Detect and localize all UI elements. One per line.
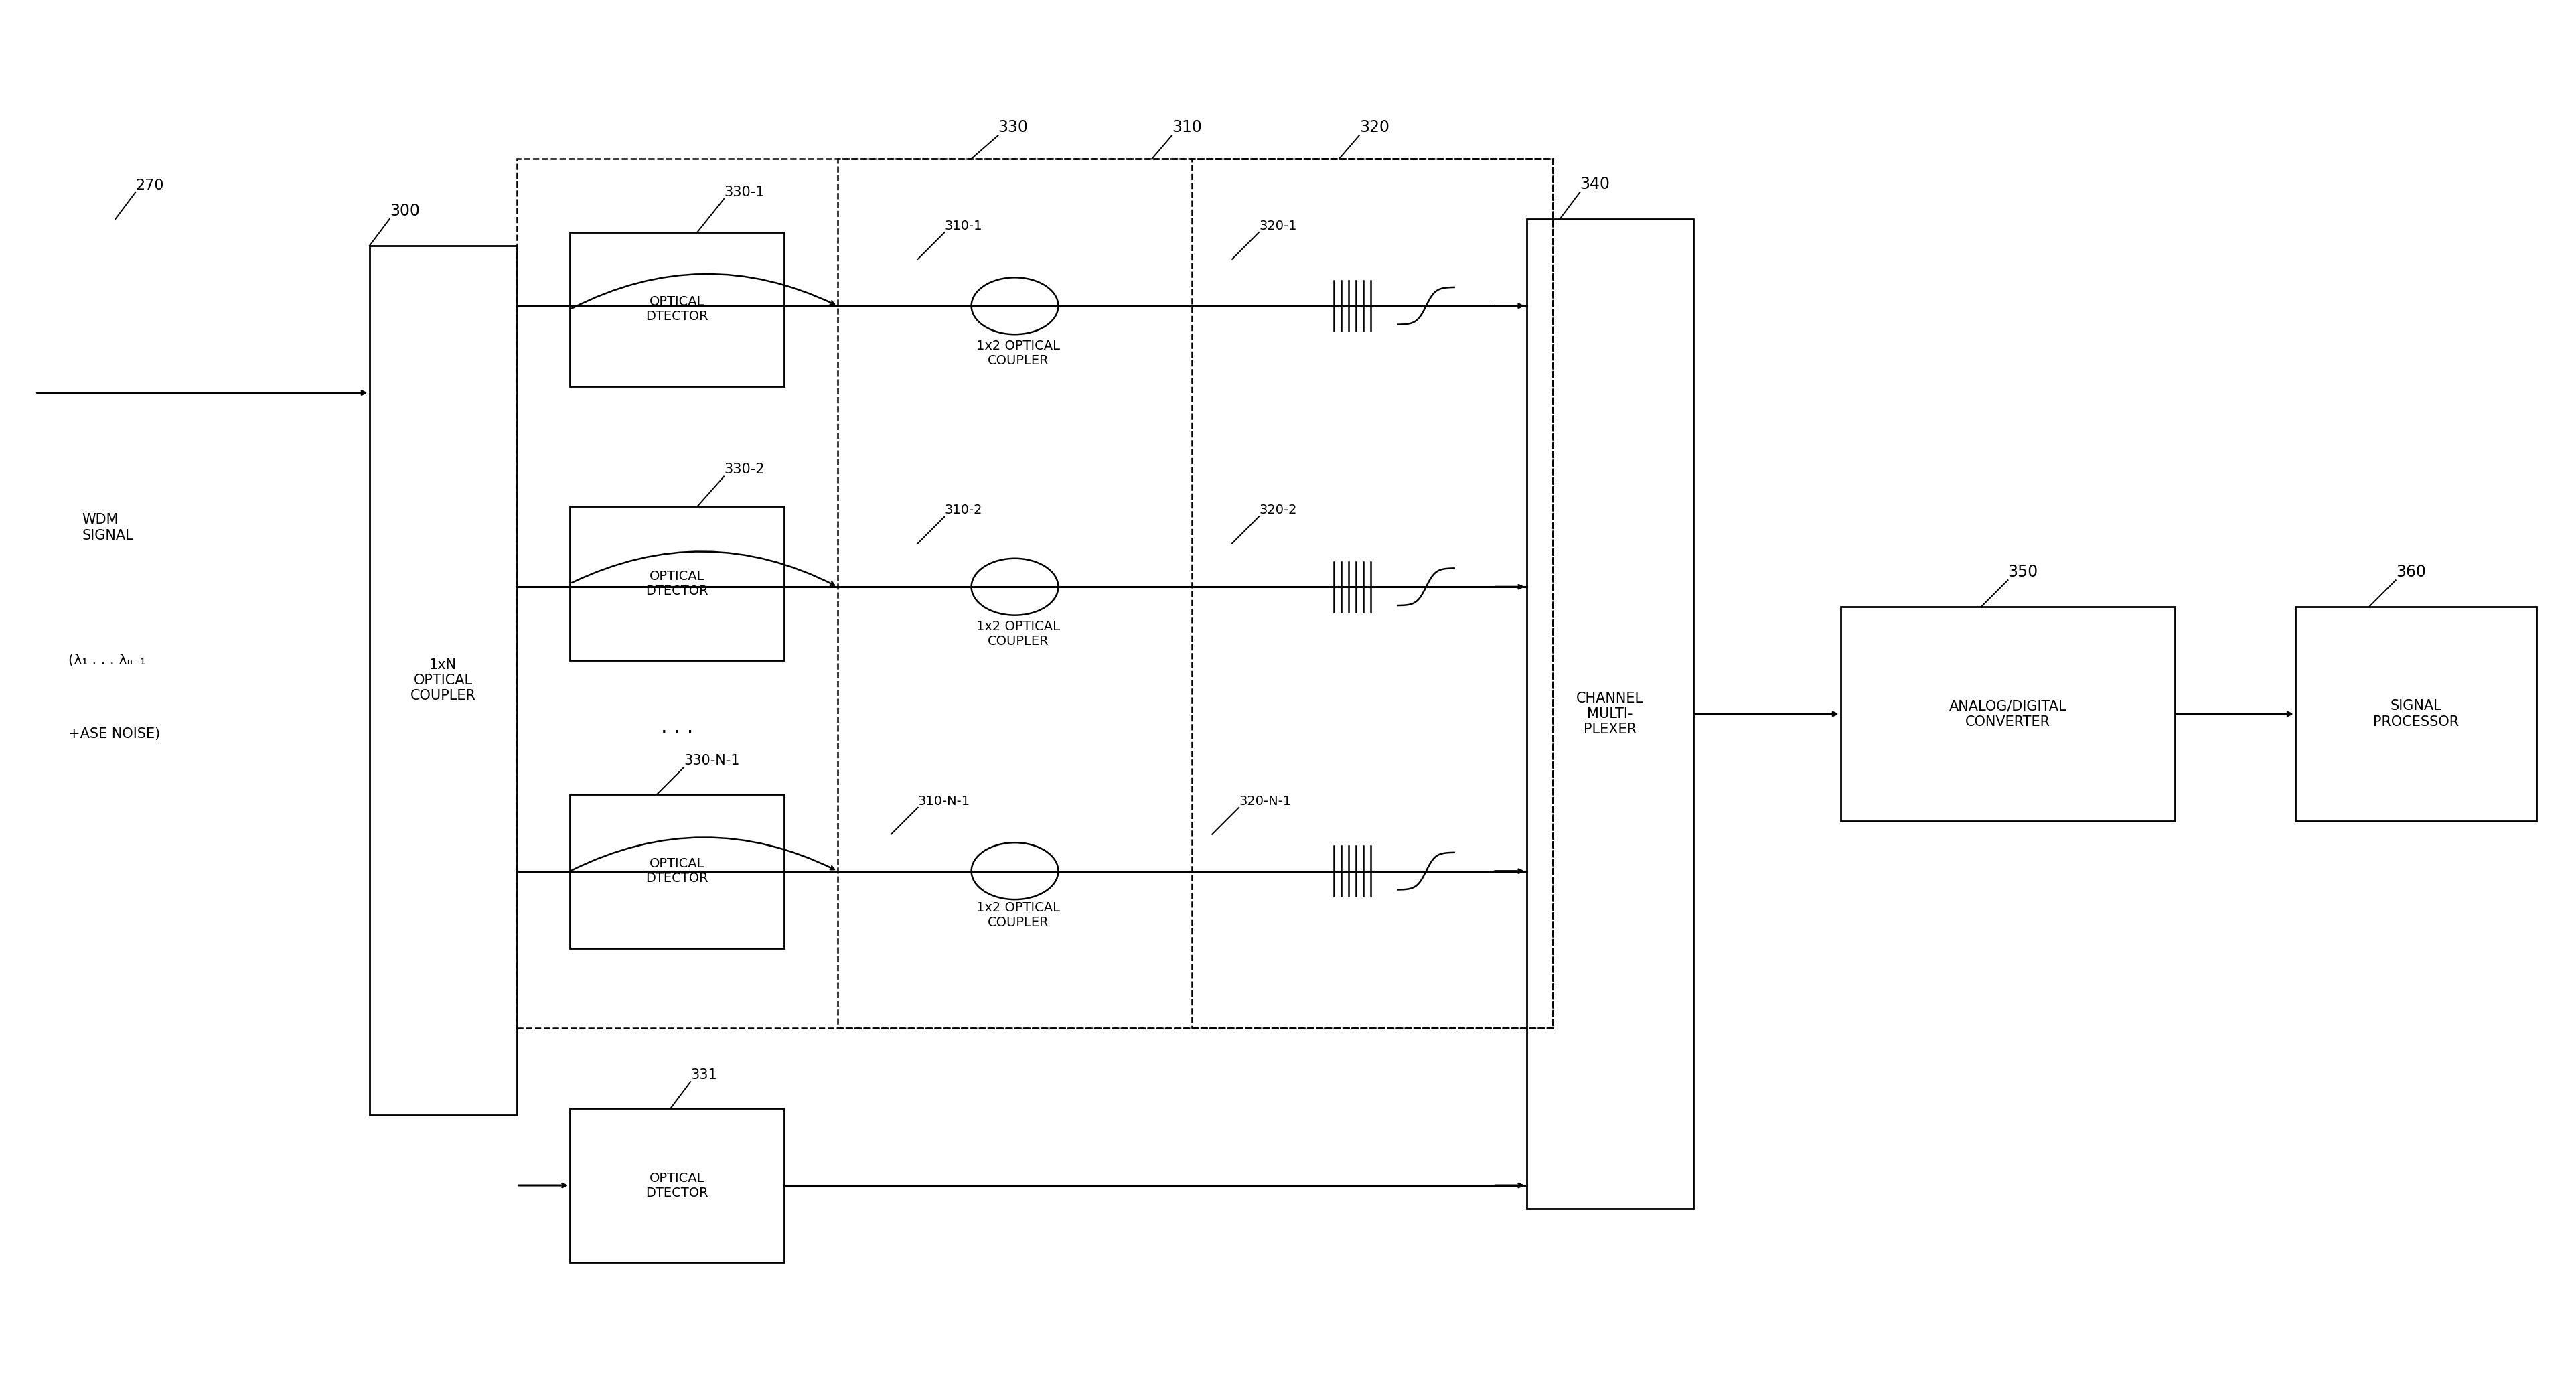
Text: 320: 320: [1360, 119, 1388, 136]
Text: 330-2: 330-2: [724, 462, 765, 476]
Bar: [569, 507, 783, 661]
Bar: [1528, 219, 1692, 1208]
Text: 310-1: 310-1: [945, 219, 981, 232]
Text: 331: 331: [690, 1069, 716, 1081]
Text: CHANNEL
MULTI-
PLEXER: CHANNEL MULTI- PLEXER: [1577, 692, 1643, 736]
Bar: [569, 793, 783, 949]
Text: 1xN
OPTICAL
COUPLER: 1xN OPTICAL COUPLER: [410, 658, 477, 703]
Text: 310: 310: [1172, 119, 1203, 136]
Bar: [837, 159, 1553, 1028]
Bar: [569, 232, 783, 386]
Text: 350: 350: [2007, 564, 2038, 580]
Text: 330: 330: [997, 119, 1028, 136]
Bar: [2295, 606, 2537, 821]
Bar: [569, 1108, 783, 1263]
Text: +ASE NOISE): +ASE NOISE): [70, 728, 160, 740]
Text: 310-N-1: 310-N-1: [917, 795, 971, 807]
Text: SIGNAL
PROCESSOR: SIGNAL PROCESSOR: [2372, 700, 2458, 728]
Text: 1x2 OPTICAL
COUPLER: 1x2 OPTICAL COUPLER: [976, 901, 1059, 929]
Text: 1x2 OPTICAL
COUPLER: 1x2 OPTICAL COUPLER: [976, 339, 1059, 367]
Text: (λ₁ . . . λₙ₋₁: (λ₁ . . . λₙ₋₁: [70, 654, 147, 668]
Text: OPTICAL
DTECTOR: OPTICAL DTECTOR: [647, 858, 708, 884]
Text: OPTICAL
DTECTOR: OPTICAL DTECTOR: [647, 296, 708, 323]
Text: 330-N-1: 330-N-1: [683, 754, 739, 767]
Text: 360: 360: [2396, 564, 2427, 580]
Text: . . .: . . .: [662, 718, 693, 738]
Text: 320-2: 320-2: [1260, 504, 1296, 517]
Bar: [1193, 159, 1553, 1028]
Text: ANALOG/DIGITAL
CONVERTER: ANALOG/DIGITAL CONVERTER: [1950, 700, 2066, 728]
Text: 330-1: 330-1: [724, 186, 765, 198]
Text: 310-2: 310-2: [945, 504, 981, 517]
Bar: [1842, 606, 2174, 821]
Bar: [518, 159, 1553, 1028]
Text: OPTICAL
DTECTOR: OPTICAL DTECTOR: [647, 570, 708, 597]
Text: 340: 340: [1579, 176, 1610, 193]
Text: 320-1: 320-1: [1260, 219, 1296, 232]
Text: 1x2 OPTICAL
COUPLER: 1x2 OPTICAL COUPLER: [976, 620, 1059, 648]
Text: 320-N-1: 320-N-1: [1239, 795, 1291, 807]
Text: WDM
SIGNAL: WDM SIGNAL: [82, 513, 134, 542]
Text: OPTICAL
DTECTOR: OPTICAL DTECTOR: [647, 1172, 708, 1199]
Bar: [368, 246, 518, 1115]
Text: 270: 270: [137, 179, 165, 193]
Text: 300: 300: [389, 203, 420, 219]
